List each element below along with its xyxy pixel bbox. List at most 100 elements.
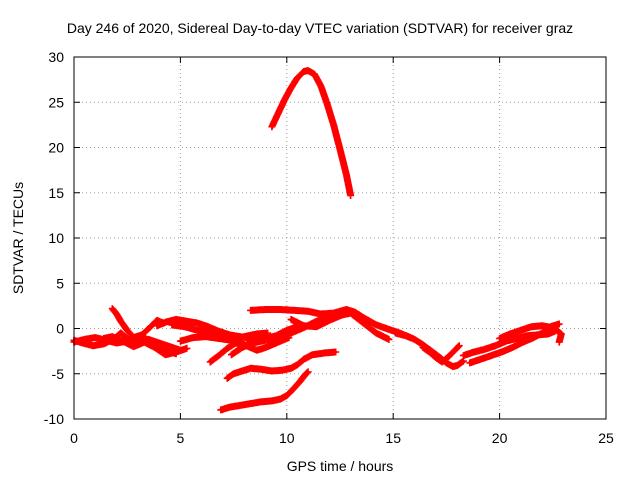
data-point [217,354,220,357]
data-point [149,325,152,328]
data-point [289,367,293,370]
data-point [345,173,348,176]
data-point [302,358,305,361]
data-point [153,346,157,349]
data-point [489,354,493,357]
data-point [174,318,178,321]
data-point [345,308,348,311]
data-point [260,400,263,403]
data-point [504,340,508,343]
data-point [102,342,106,346]
data-point [468,361,471,365]
data-point [192,336,195,339]
data-point [81,341,84,345]
data-point [289,318,293,321]
data-point [306,310,310,313]
data-point [332,123,335,127]
data-point [249,367,252,370]
data-point [240,369,244,373]
data-point [196,329,199,332]
data-point [349,194,352,197]
data-point [179,340,182,343]
data-point [251,341,254,345]
data-point [394,331,397,335]
data-point [472,350,476,354]
data-point [277,335,280,338]
data-point [292,387,295,391]
data-point [323,351,327,355]
data-point [164,321,167,324]
data-point [362,316,365,319]
y-tick-label: 5 [56,275,64,291]
data-point [521,340,525,344]
data-point [413,338,416,341]
data-point [115,312,118,316]
data-point [289,86,293,90]
x-tick-label: 5 [177,430,185,446]
data-point [277,111,280,115]
data-point [349,311,352,315]
data-point [296,76,299,80]
data-point [289,331,293,335]
x-axis-label: GPS time / hours [286,458,394,474]
y-tick-label: 30 [48,49,64,65]
x-tick-label: 20 [492,430,508,446]
data-point [185,320,188,323]
y-tick-label: 15 [48,185,64,201]
x-tick-label: 15 [385,430,401,446]
data-point [319,312,322,316]
data-point [375,331,378,335]
data-point [285,394,288,397]
data-point [311,353,314,356]
data-point [340,311,344,315]
data-point [558,322,561,326]
data-point [121,340,125,343]
data-point [421,346,425,349]
data-point [132,336,135,339]
data-point [302,326,305,329]
data-point [326,102,329,106]
data-point [509,332,512,336]
data-point [270,399,274,403]
grid-lines [74,57,606,419]
data-point [515,337,518,340]
data-point [387,338,391,341]
data-point [281,368,284,372]
data-point [155,324,159,327]
data-point [266,331,269,335]
data-point [228,406,231,409]
data-point [558,340,561,344]
data-point [294,309,297,312]
data-point [264,346,267,349]
y-tick-label: -5 [52,366,65,382]
data-point [183,325,186,328]
data-point [532,336,535,339]
series-arc-left-d [100,333,191,359]
data-point [440,360,444,364]
data-point [279,397,282,401]
data-point [174,350,178,354]
series-arc-top-mid [247,306,414,342]
data-point [217,337,220,340]
data-point [209,330,212,334]
data-point [447,355,450,358]
series-markers [223,348,340,382]
data-point [483,348,486,351]
data-point [170,323,174,327]
data-point [111,335,114,338]
y-tick-label: 20 [48,140,64,156]
series-arc-minus-8 [217,368,312,414]
y-tick-label: 10 [48,230,64,246]
y-axis-label: SDTVAR / TECUs [10,181,26,295]
data-point [143,340,146,344]
x-tick-label: 0 [70,430,78,446]
data-point [230,353,233,356]
x-tick-label: 25 [598,430,614,446]
data-point [102,337,106,340]
data-point [234,341,237,345]
data-point [270,369,274,373]
data-point [315,325,318,328]
data-point [498,337,501,340]
data-point [219,408,222,412]
